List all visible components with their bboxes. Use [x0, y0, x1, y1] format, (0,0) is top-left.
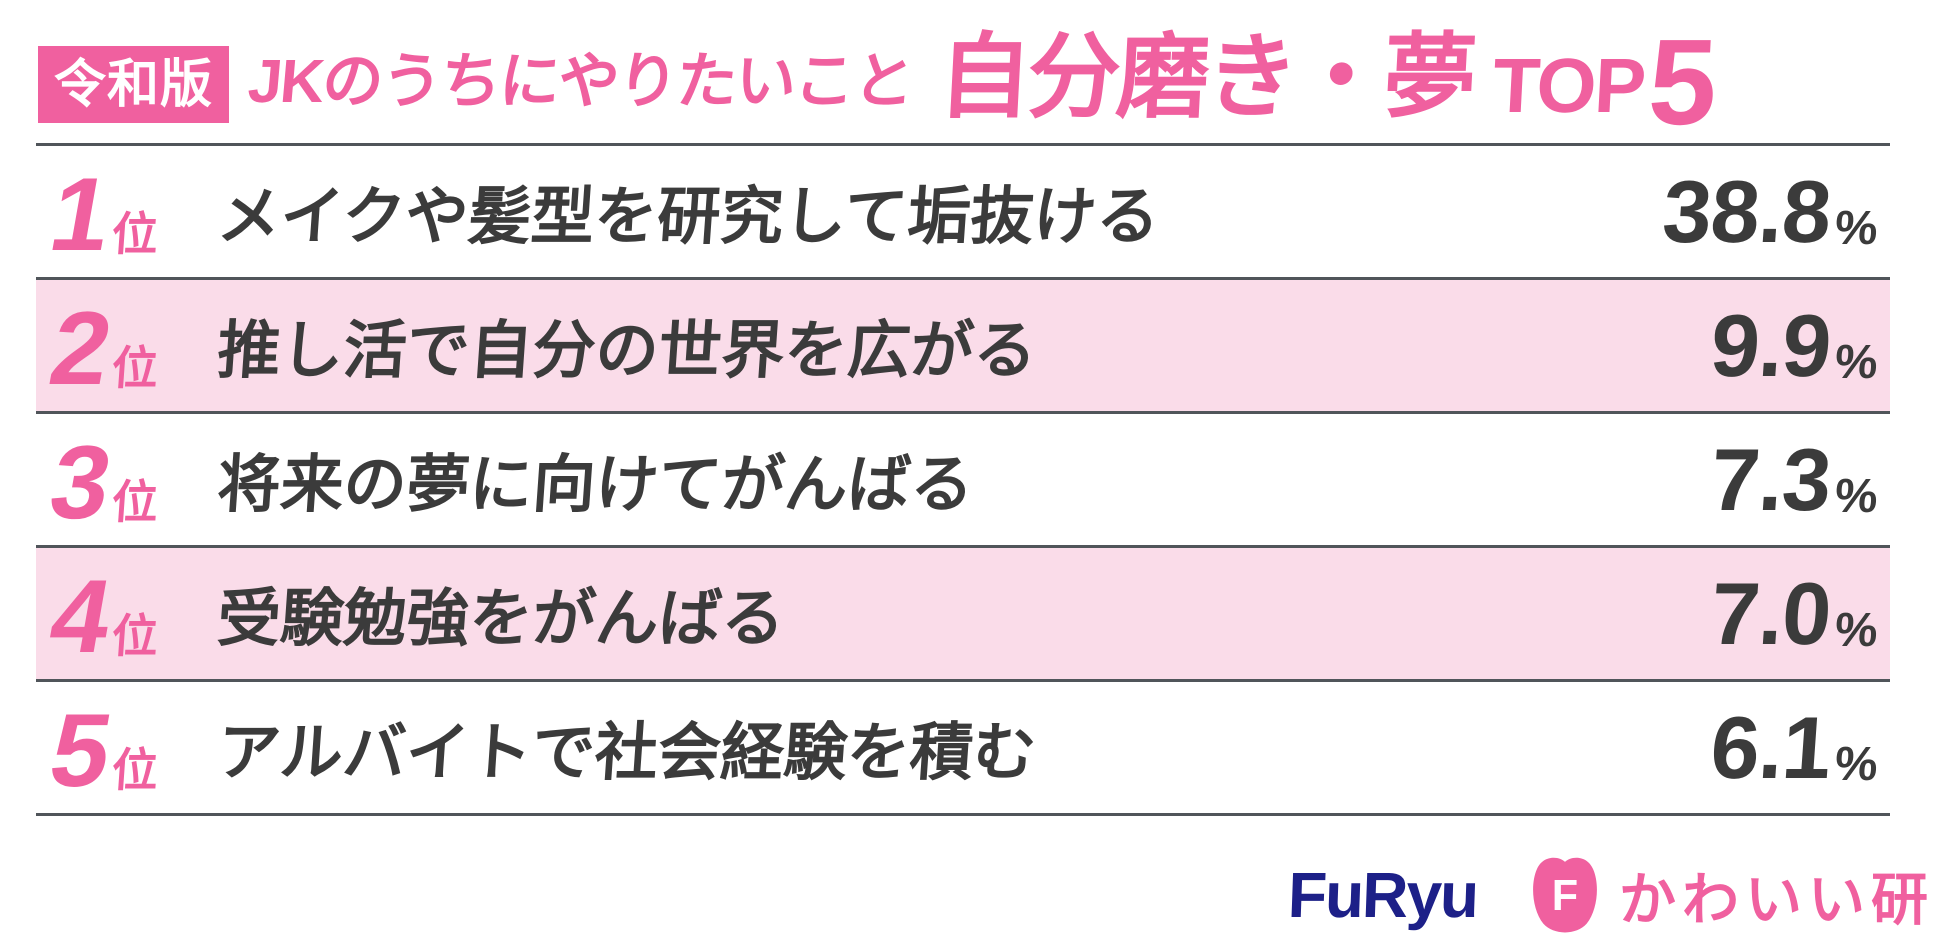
- rank-suffix: 位: [110, 475, 160, 528]
- title-subtitle: JKのうちにやりたいこと: [245, 47, 916, 115]
- ranking-row-4: 4 位 受験勉強をがんばる 7.0 %: [36, 548, 1890, 682]
- ranking-percentage: 6.1 %: [1707, 697, 1890, 797]
- percentage-value: 9.9: [1707, 295, 1834, 395]
- footer: FuRyu F かわいい研: [1286, 855, 1934, 935]
- percentage-unit: %: [1833, 737, 1880, 791]
- ranking-percentage: 7.0 %: [1707, 563, 1890, 663]
- ranking-item-label: 受験勉強をがんばる: [215, 584, 788, 654]
- ranking-list: 1 位 メイクや髪型を研究して垢抜ける 38.8 % 2 位 推し活で自分の世界…: [36, 143, 1890, 816]
- ranking-row-2: 2 位 推し活で自分の世界を広がる 9.9 %: [36, 280, 1890, 414]
- title-main: 自分磨き・夢: [935, 25, 1476, 129]
- ranking-percentage: 38.8 %: [1659, 161, 1890, 261]
- percentage-unit: %: [1833, 201, 1880, 255]
- rank-number: 3: [41, 424, 121, 541]
- percentage-unit: %: [1833, 469, 1880, 523]
- rank-number: 1: [41, 156, 121, 273]
- ranking-percentage: 9.9 %: [1707, 295, 1890, 395]
- rank-badge: 1 位: [36, 146, 204, 277]
- ranking-row-5: 5 位 アルバイトで社会経験を積む 6.1 %: [36, 682, 1890, 816]
- percentage-value: 7.0: [1707, 563, 1834, 663]
- rank-badge: 2 位: [36, 280, 204, 411]
- ranking-row-3: 3 位 将来の夢に向けてがんばる 7.3 %: [36, 414, 1890, 548]
- ranking-item-label: 推し活で自分の世界を広がる: [215, 316, 1040, 386]
- kawaii-ken-icon: F: [1529, 855, 1601, 935]
- percentage-value: 38.8: [1659, 161, 1834, 261]
- percentage-value: 7.3: [1707, 429, 1834, 529]
- rank-suffix: 位: [110, 207, 160, 260]
- rank-badge: 5 位: [36, 682, 204, 813]
- rank-badge: 4 位: [36, 548, 204, 679]
- kawaii-ken-logo: かわいい研: [1619, 868, 1934, 932]
- ranking-item-label: メイクや髪型を研究して垢抜ける: [215, 182, 1162, 252]
- svg-text:F: F: [1552, 872, 1578, 920]
- ranking-row-1: 1 位 メイクや髪型を研究して垢抜ける 38.8 %: [36, 146, 1890, 280]
- rank-suffix: 位: [110, 341, 160, 394]
- rank-number: 4: [41, 558, 121, 675]
- percentage-unit: %: [1833, 335, 1880, 389]
- furyu-logo: FuRyu: [1286, 859, 1479, 931]
- title-top-label: TOP: [1490, 43, 1647, 129]
- percentage-value: 6.1: [1707, 697, 1834, 797]
- rank-suffix: 位: [110, 743, 160, 796]
- era-badge: 令和版: [38, 46, 230, 123]
- percentage-unit: %: [1833, 603, 1880, 657]
- ranking-item-label: アルバイトで社会経験を積む: [215, 718, 1039, 788]
- rank-suffix: 位: [110, 609, 160, 662]
- title-top-number: 5: [1645, 13, 1721, 150]
- rank-number: 2: [41, 290, 121, 407]
- ranking-percentage: 7.3 %: [1707, 429, 1890, 529]
- rank-number: 5: [41, 692, 121, 809]
- header: 令和版 JKのうちにやりたいこと 自分磨き・夢 TOP 5: [38, 13, 1721, 150]
- rank-badge: 3 位: [36, 414, 204, 545]
- ranking-item-label: 将来の夢に向けてがんばる: [215, 450, 977, 520]
